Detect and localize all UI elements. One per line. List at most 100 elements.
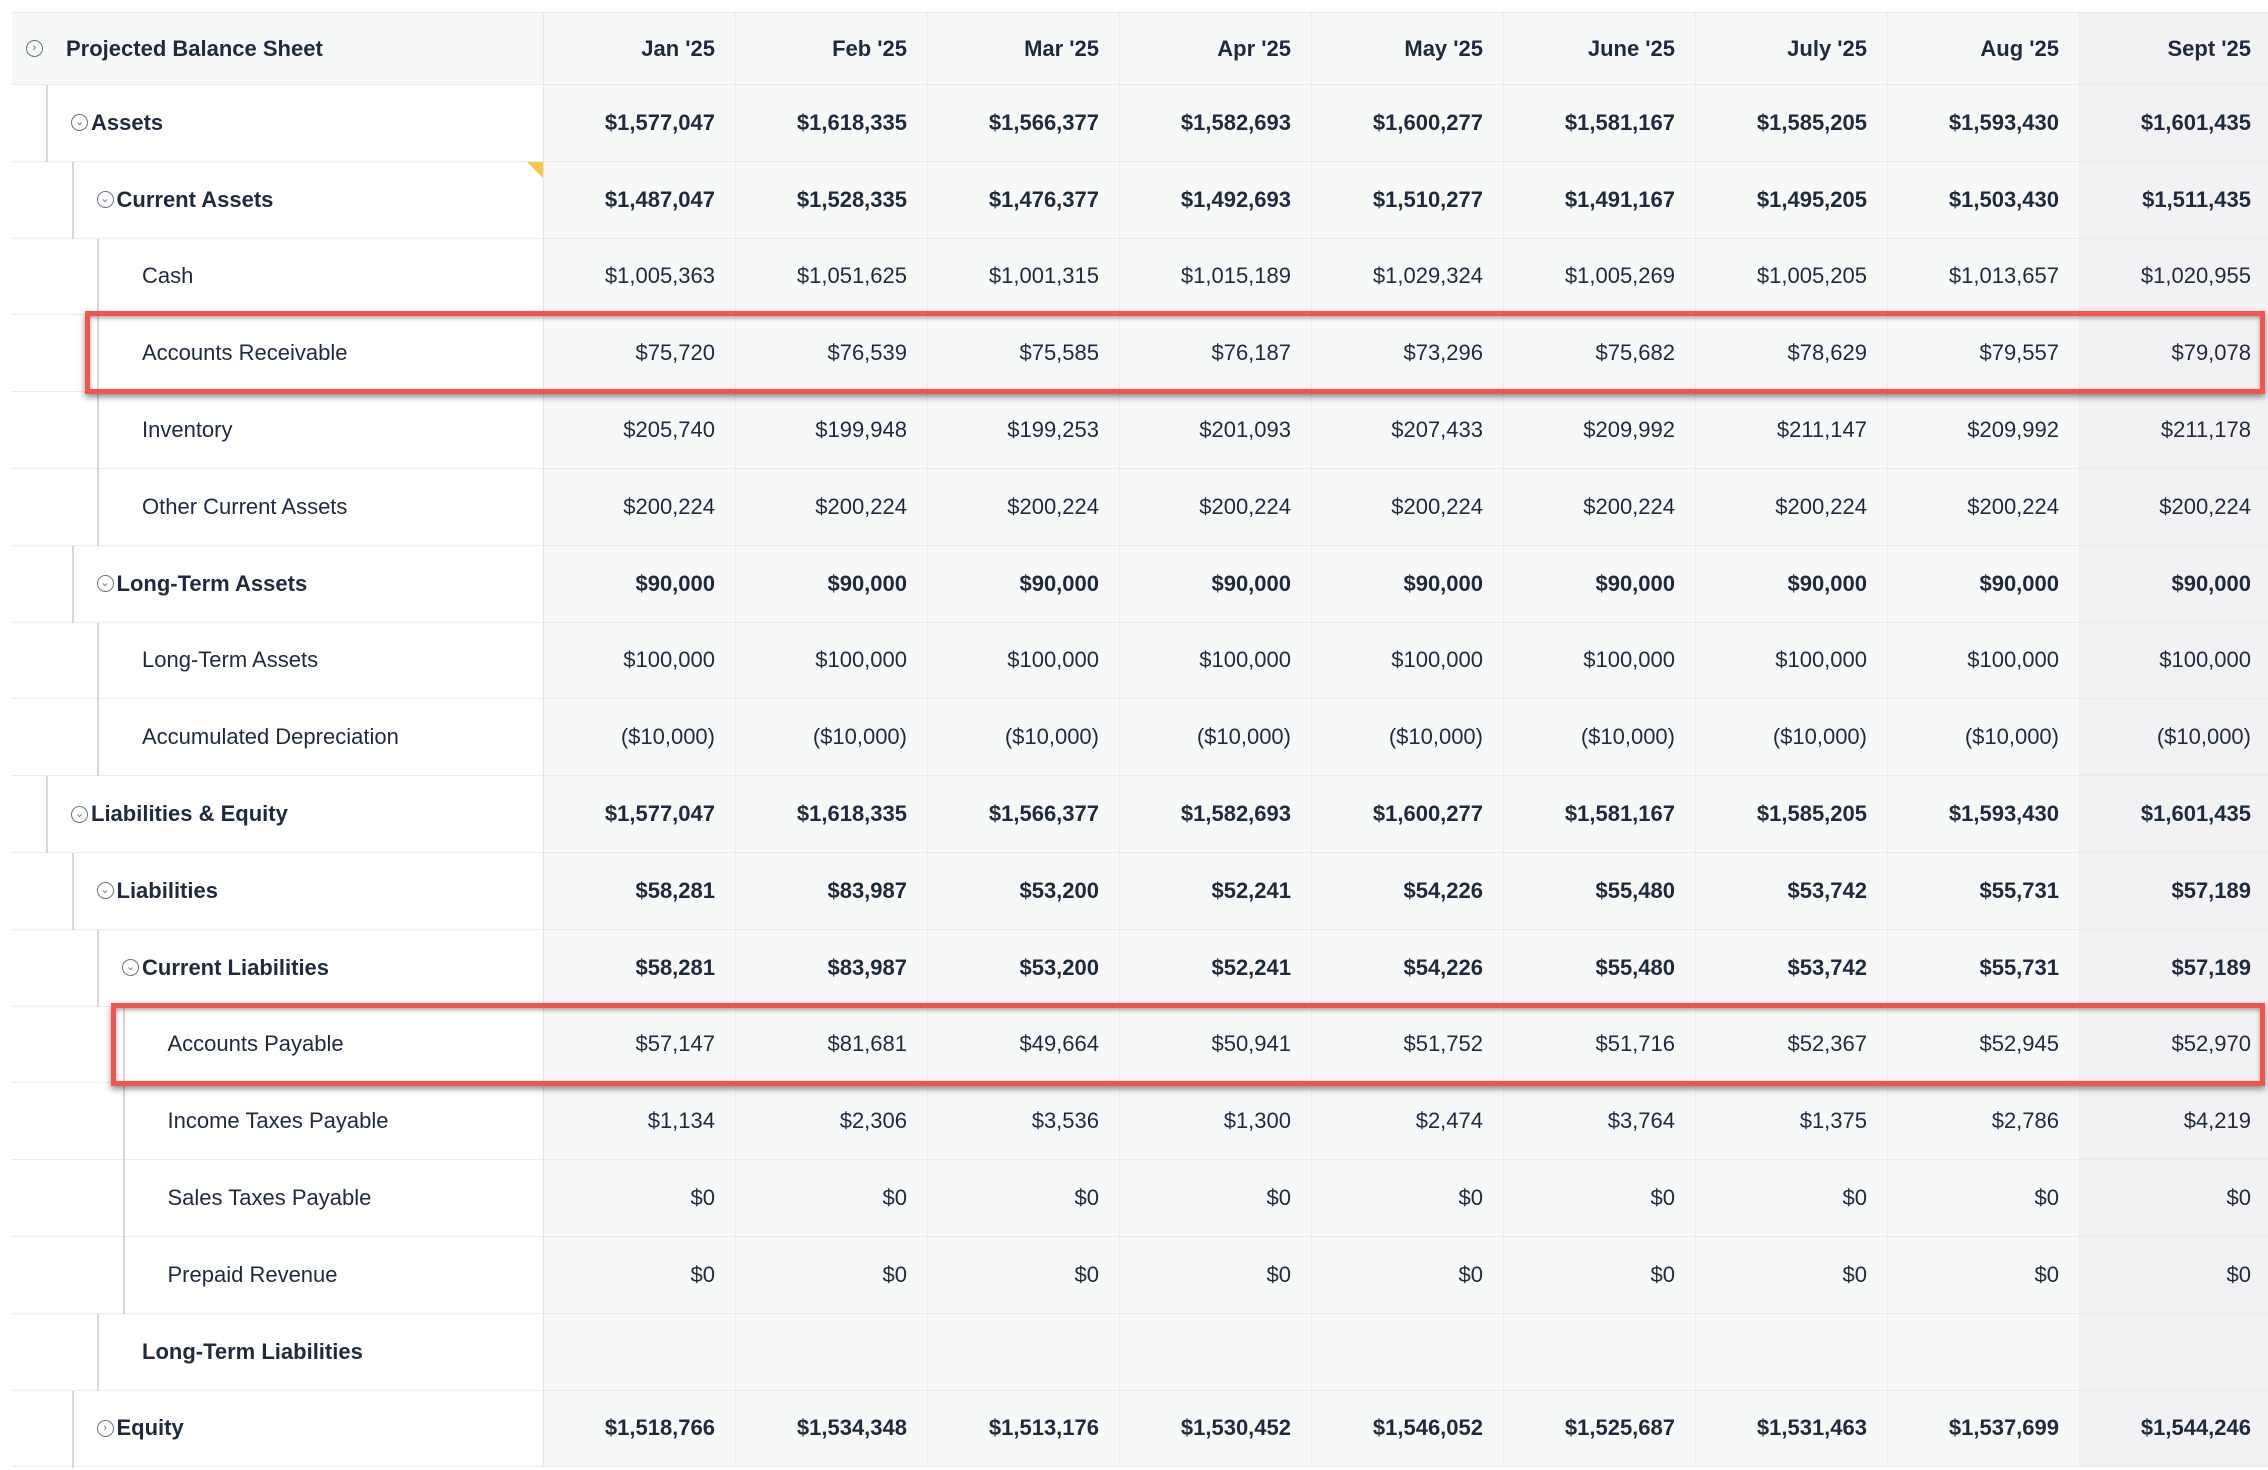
value-cell[interactable]: $100,000 xyxy=(1504,622,1696,699)
value-cell[interactable]: $100,000 xyxy=(544,622,736,699)
value-cell[interactable]: $1,581,167 xyxy=(1504,85,1696,161)
value-cell[interactable]: $1,492,693 xyxy=(1120,161,1312,238)
comment-flag-icon[interactable] xyxy=(527,161,543,178)
column-header[interactable]: Aug '25 xyxy=(1888,13,2080,84)
value-cell[interactable]: $57,189 xyxy=(2080,929,2268,1006)
value-cell[interactable]: $100,000 xyxy=(1888,622,2080,699)
value-cell[interactable]: $0 xyxy=(1696,1236,1888,1313)
value-cell[interactable]: $53,742 xyxy=(1696,852,1888,929)
value-cell[interactable]: $0 xyxy=(928,1160,1120,1236)
value-cell[interactable]: $90,000 xyxy=(1504,545,1696,622)
chevron-right-icon[interactable]: › xyxy=(96,1419,114,1437)
value-cell[interactable]: $90,000 xyxy=(1312,545,1504,622)
value-cell[interactable] xyxy=(1696,1313,1888,1390)
value-cell[interactable]: $1,001,315 xyxy=(928,238,1120,315)
column-header[interactable]: Sept '25 xyxy=(2080,13,2268,84)
value-cell[interactable]: $211,147 xyxy=(1696,392,1888,468)
value-cell[interactable]: $2,306 xyxy=(736,1083,928,1160)
value-cell[interactable]: $1,618,335 xyxy=(736,85,928,161)
value-cell[interactable]: $1,513,176 xyxy=(928,1390,1120,1467)
value-cell[interactable]: $1,618,335 xyxy=(736,776,928,852)
value-cell[interactable]: $0 xyxy=(1696,1160,1888,1236)
value-cell[interactable]: $1,577,047 xyxy=(544,776,736,852)
value-cell[interactable]: $4,219 xyxy=(2080,1083,2268,1160)
value-cell[interactable]: ($10,000) xyxy=(1696,699,1888,776)
value-cell[interactable]: $1,005,363 xyxy=(544,238,736,315)
value-cell[interactable]: $0 xyxy=(544,1236,736,1313)
value-cell[interactable]: $1,020,955 xyxy=(2080,238,2268,315)
value-cell[interactable]: ($10,000) xyxy=(1120,699,1312,776)
value-cell[interactable]: $51,752 xyxy=(1312,1006,1504,1083)
value-cell[interactable]: $57,147 xyxy=(544,1006,736,1083)
value-cell[interactable]: $54,226 xyxy=(1312,852,1504,929)
value-cell[interactable]: $90,000 xyxy=(1120,545,1312,622)
chevron-right-icon[interactable]: › xyxy=(26,40,43,57)
value-cell[interactable] xyxy=(928,1313,1120,1390)
row-label[interactable]: Long-Term Assets xyxy=(116,570,308,596)
value-cell[interactable]: $1,546,052 xyxy=(1312,1390,1504,1467)
value-cell[interactable]: $0 xyxy=(2080,1236,2268,1313)
value-cell[interactable]: $0 xyxy=(1504,1160,1696,1236)
value-cell[interactable]: $200,224 xyxy=(1312,468,1504,545)
column-header[interactable]: Feb '25 xyxy=(736,13,928,84)
value-cell[interactable]: $1,375 xyxy=(1696,1083,1888,1160)
value-cell[interactable]: $75,682 xyxy=(1504,315,1696,392)
value-cell[interactable]: $1,510,277 xyxy=(1312,161,1504,238)
value-cell[interactable]: $83,987 xyxy=(736,852,928,929)
value-cell[interactable]: $199,948 xyxy=(736,392,928,468)
value-cell[interactable]: $1,300 xyxy=(1120,1083,1312,1160)
value-cell[interactable]: $2,474 xyxy=(1312,1083,1504,1160)
value-cell[interactable]: $1,600,277 xyxy=(1312,776,1504,852)
value-cell[interactable]: $1,491,167 xyxy=(1504,161,1696,238)
value-cell[interactable]: $1,525,687 xyxy=(1504,1390,1696,1467)
value-cell[interactable]: $90,000 xyxy=(736,545,928,622)
value-cell[interactable]: $0 xyxy=(2080,1160,2268,1236)
value-cell[interactable]: $201,093 xyxy=(1120,392,1312,468)
value-cell[interactable]: $200,224 xyxy=(1888,468,2080,545)
value-cell[interactable]: $205,740 xyxy=(544,392,736,468)
value-cell[interactable]: $1,511,435 xyxy=(2080,161,2268,238)
value-cell[interactable]: $200,224 xyxy=(928,468,1120,545)
value-cell[interactable]: $1,005,205 xyxy=(1696,238,1888,315)
value-cell[interactable]: $90,000 xyxy=(1888,545,2080,622)
column-header[interactable]: May '25 xyxy=(1312,13,1504,84)
value-cell[interactable]: $1,029,324 xyxy=(1312,238,1504,315)
value-cell[interactable]: $0 xyxy=(1120,1236,1312,1313)
value-cell[interactable]: ($10,000) xyxy=(928,699,1120,776)
value-cell[interactable]: $57,189 xyxy=(2080,852,2268,929)
column-header[interactable]: June '25 xyxy=(1504,13,1696,84)
value-cell[interactable]: $78,629 xyxy=(1696,315,1888,392)
value-cell[interactable]: $1,051,625 xyxy=(736,238,928,315)
value-cell[interactable]: $3,536 xyxy=(928,1083,1120,1160)
value-cell[interactable]: $1,015,189 xyxy=(1120,238,1312,315)
value-cell[interactable]: $75,585 xyxy=(928,315,1120,392)
value-cell[interactable]: $0 xyxy=(544,1160,736,1236)
value-cell[interactable]: $0 xyxy=(736,1160,928,1236)
value-cell[interactable]: $100,000 xyxy=(736,622,928,699)
value-cell[interactable]: $50,941 xyxy=(1120,1006,1312,1083)
value-cell[interactable]: $1,593,430 xyxy=(1888,776,2080,852)
value-cell[interactable]: $54,226 xyxy=(1312,929,1504,1006)
chevron-down-icon[interactable]: ⌄ xyxy=(96,575,114,593)
row-label[interactable]: Liabilities & Equity xyxy=(91,801,288,827)
value-cell[interactable]: $211,178 xyxy=(2080,392,2268,468)
row-label[interactable]: Equity xyxy=(116,1415,184,1441)
value-cell[interactable]: $52,241 xyxy=(1120,852,1312,929)
column-header[interactable]: Mar '25 xyxy=(928,13,1120,84)
value-cell[interactable]: $100,000 xyxy=(2080,622,2268,699)
value-cell[interactable]: ($10,000) xyxy=(1504,699,1696,776)
value-cell[interactable]: $1,531,463 xyxy=(1696,1390,1888,1467)
value-cell[interactable]: $1,566,377 xyxy=(928,776,1120,852)
value-cell[interactable]: $100,000 xyxy=(1312,622,1504,699)
value-cell[interactable]: $200,224 xyxy=(736,468,928,545)
value-cell[interactable]: $79,078 xyxy=(2080,315,2268,392)
value-cell[interactable]: $200,224 xyxy=(1120,468,1312,545)
value-cell[interactable]: $1,476,377 xyxy=(928,161,1120,238)
row-label[interactable]: Current Liabilities xyxy=(142,954,330,980)
value-cell[interactable]: $49,664 xyxy=(928,1006,1120,1083)
chevron-down-icon[interactable]: ⌄ xyxy=(122,959,139,977)
value-cell[interactable]: $1,537,699 xyxy=(1888,1390,2080,1467)
value-cell[interactable]: $200,224 xyxy=(2080,468,2268,545)
row-label[interactable]: Liabilities xyxy=(116,877,218,903)
chevron-down-icon[interactable]: ⌄ xyxy=(96,191,114,209)
